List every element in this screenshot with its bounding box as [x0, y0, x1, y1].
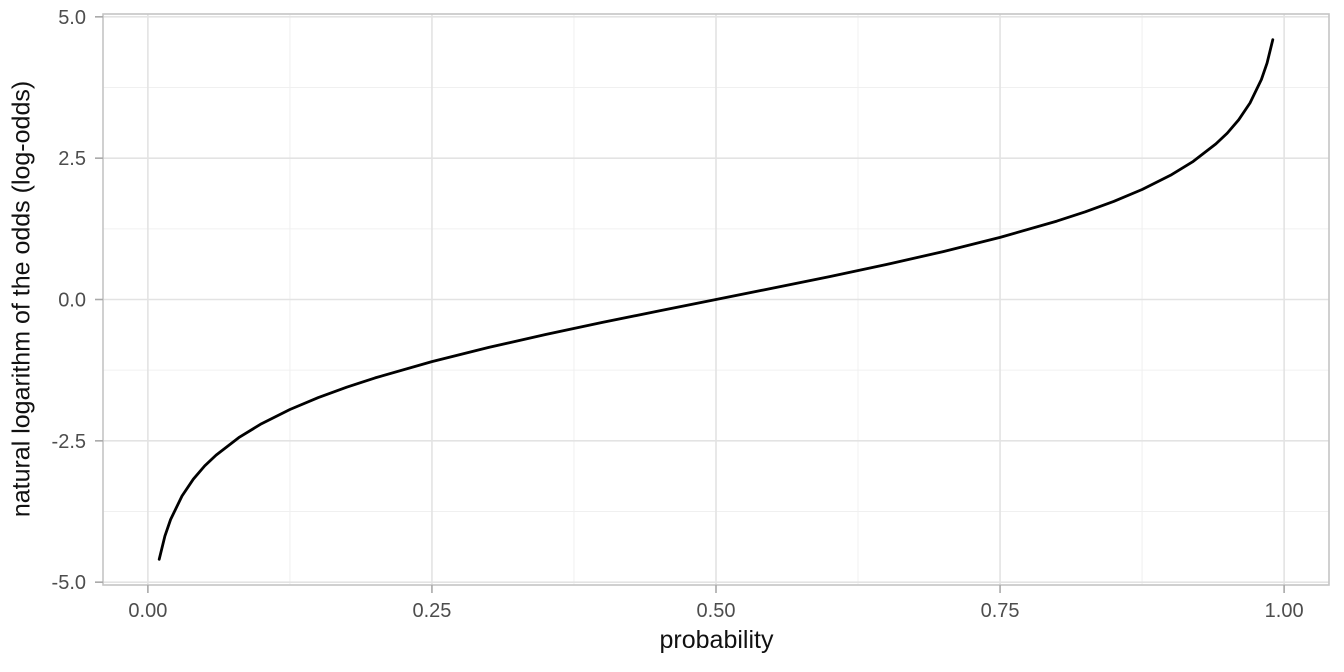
x-axis-title: probability [659, 626, 774, 654]
x-tick-label: 0.75 [981, 600, 1020, 622]
x-tick-label: 1.00 [1265, 600, 1304, 622]
x-tick-label: 0.50 [697, 600, 736, 622]
y-axis-title: natural logarithm of the odds (log-odds) [7, 80, 36, 518]
x-tick-label: 0.00 [128, 600, 167, 622]
y-tick-label: -5.0 [52, 572, 86, 594]
x-tick-label: 0.25 [412, 600, 451, 622]
y-tick-label: 0.0 [58, 290, 86, 312]
y-tick-label: 5.0 [58, 7, 86, 29]
y-tick-label: -2.5 [52, 431, 86, 453]
logit-curve [157, 38, 1275, 561]
y-tick-label: 2.5 [58, 148, 86, 170]
